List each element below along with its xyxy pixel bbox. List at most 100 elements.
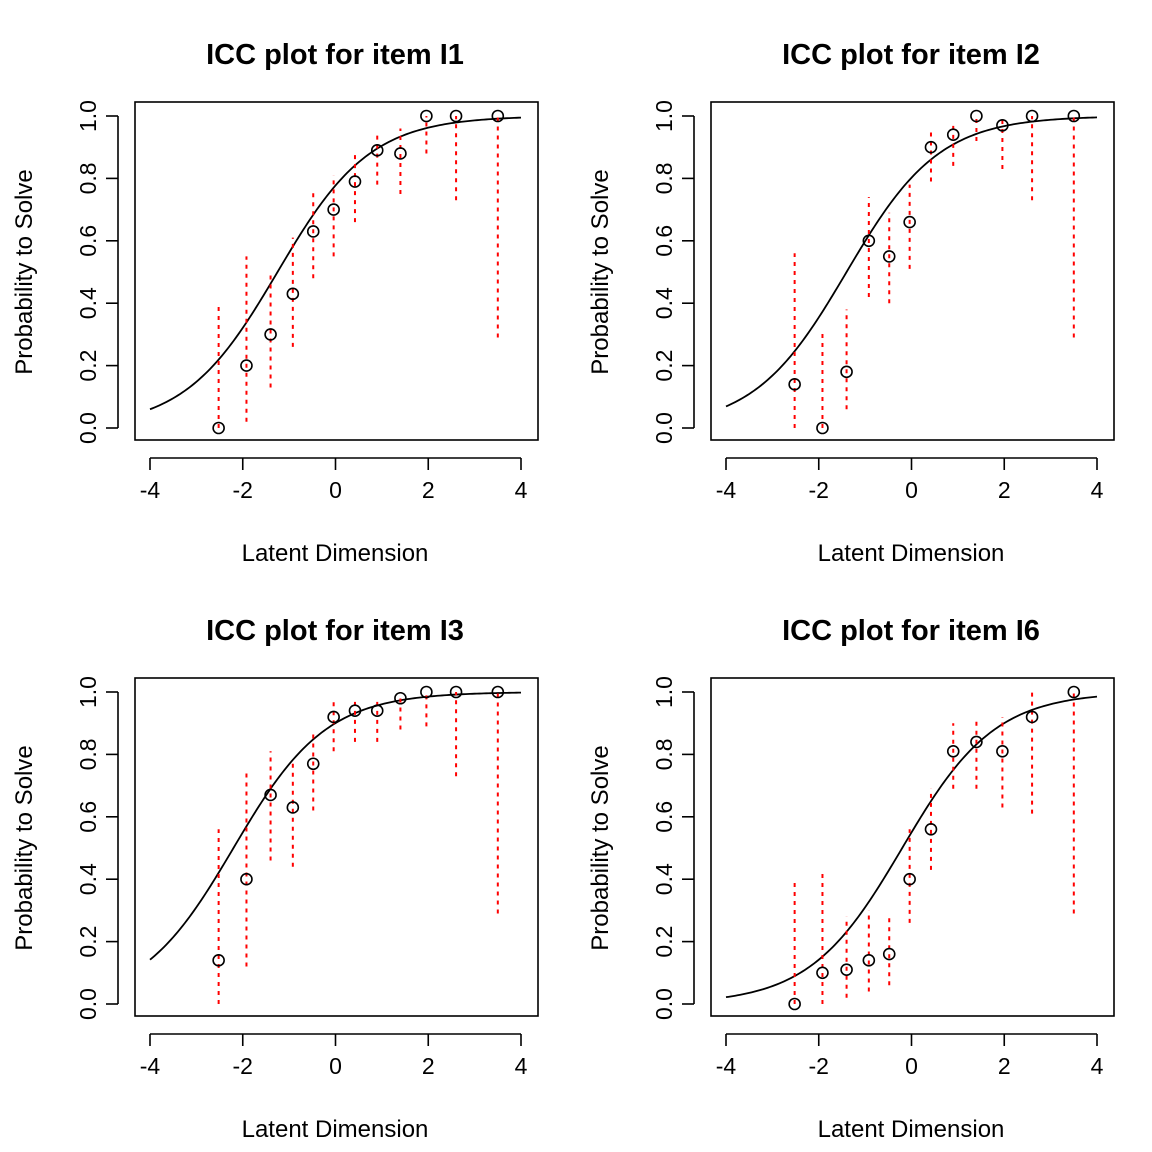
empirical-point — [394, 147, 407, 160]
x-axis-label: Latent Dimension — [242, 1116, 429, 1143]
empirical-point — [240, 359, 253, 372]
plot-frame — [134, 101, 539, 441]
empirical-point — [264, 328, 277, 341]
empirical-point — [240, 872, 253, 886]
y-axis-label: Probability to Solve — [587, 169, 614, 374]
empirical-point — [370, 704, 384, 718]
x-tick-label: 0 — [329, 1053, 342, 1079]
empirical-point — [306, 225, 320, 238]
x-tick-label: 2 — [422, 477, 435, 503]
empirical-point — [862, 234, 876, 248]
x-tick-label: 2 — [422, 1053, 435, 1079]
empirical-point — [394, 691, 407, 705]
empirical-point — [327, 203, 340, 216]
empirical-point — [449, 685, 463, 699]
x-tick-label: 2 — [998, 477, 1011, 503]
y-tick-label: 0.0 — [75, 412, 101, 444]
empirical-point — [286, 287, 300, 301]
y-axis-label: Probability to Solve — [587, 745, 614, 950]
chart-title: ICC plot for item I2 — [782, 39, 1040, 71]
icc-curve — [149, 116, 522, 411]
icc-panel-3: ICC plot for item I3 -4 -2 0 2 4 0.0 0.2 0.4 0.6 0… — [11, 615, 539, 1143]
empirical-point — [306, 757, 320, 771]
empirical-point — [816, 966, 829, 980]
chart-title: ICC plot for item I1 — [206, 39, 464, 71]
chart-title: ICC plot for item I3 — [206, 615, 464, 647]
empirical-point — [924, 822, 938, 836]
x-tick-label: 2 — [998, 1053, 1011, 1079]
icc-panel-4: ICC plot for item I6 -4 -2 0 2 4 0.0 0.2 0.4 0.6 0… — [587, 615, 1115, 1143]
x-tick-label: 4 — [1091, 1053, 1104, 1079]
y-tick-label: 0.8 — [651, 738, 677, 770]
x-tick-label: -2 — [809, 1053, 829, 1079]
y-tick-label: 1.0 — [651, 676, 677, 708]
empirical-point — [924, 140, 938, 154]
x-tick-label: 4 — [515, 1053, 528, 1079]
y-axis-label: Probability to Solve — [11, 745, 38, 950]
empirical-point — [816, 421, 829, 435]
y-tick-label: 0.2 — [651, 926, 677, 958]
x-tick-label: 4 — [1091, 477, 1104, 503]
empirical-point — [264, 788, 277, 802]
empirical-point — [286, 801, 300, 814]
plot-frame — [134, 677, 539, 1017]
x-tick-label: -2 — [233, 477, 253, 503]
empirical-point — [882, 250, 896, 263]
empirical-point — [788, 997, 801, 1011]
y-tick-label: 0.0 — [75, 988, 101, 1020]
icc-panel-1: ICC plot for item I1 -4 -2 0 2 4 0.0 0.2 0.4 0.6 0… — [11, 39, 539, 567]
empirical-point — [420, 685, 433, 699]
empirical-point — [946, 128, 960, 142]
y-tick-label: 0.6 — [75, 801, 101, 833]
empirical-point — [420, 109, 433, 123]
y-tick-label: 0.6 — [651, 801, 677, 833]
x-tick-label: 0 — [905, 1053, 918, 1079]
empirical-point — [840, 963, 853, 976]
empirical-point — [1025, 710, 1039, 724]
x-axis-label: Latent Dimension — [242, 540, 429, 567]
empirical-point — [212, 954, 225, 967]
y-tick-label: 0.0 — [651, 988, 677, 1020]
y-tick-label: 0.8 — [75, 738, 101, 770]
empirical-point — [1067, 685, 1081, 699]
x-tick-label: -2 — [233, 1053, 253, 1079]
y-axis-label: Probability to Solve — [11, 169, 38, 374]
x-tick-label: 4 — [515, 477, 528, 503]
empirical-point — [1025, 109, 1039, 123]
y-tick-label: 0.4 — [75, 287, 101, 319]
empirical-point — [882, 947, 896, 961]
icc-curve — [149, 691, 522, 961]
y-tick-label: 0.8 — [75, 162, 101, 194]
icc-panel-2: ICC plot for item I2 -4 -2 0 2 4 0.0 0.2 0.4 0.6 0… — [587, 39, 1115, 567]
y-tick-label: 1.0 — [75, 676, 101, 708]
empirical-point — [903, 872, 916, 886]
chart-title: ICC plot for item I6 — [782, 615, 1040, 647]
y-tick-label: 0.2 — [651, 350, 677, 382]
y-tick-label: 0.6 — [651, 225, 677, 257]
x-tick-label: -2 — [809, 477, 829, 503]
empirical-point — [1067, 109, 1081, 123]
empirical-point — [491, 109, 505, 123]
empirical-point — [996, 744, 1009, 758]
y-tick-label: 0.2 — [75, 350, 101, 382]
empirical-point — [348, 704, 362, 718]
empirical-point — [491, 685, 505, 699]
x-tick-label: -4 — [716, 477, 737, 503]
y-tick-label: 1.0 — [75, 100, 101, 132]
x-tick-label: -4 — [716, 1053, 737, 1079]
empirical-point — [370, 144, 384, 157]
y-tick-label: 0.0 — [651, 412, 677, 444]
empirical-point — [996, 119, 1009, 132]
empirical-point — [946, 744, 960, 758]
y-tick-label: 0.6 — [75, 225, 101, 257]
empirical-point — [212, 421, 225, 435]
y-tick-label: 0.8 — [651, 162, 677, 194]
empirical-point — [788, 378, 801, 391]
x-axis-label: Latent Dimension — [818, 540, 1005, 567]
empirical-point — [970, 735, 983, 749]
x-tick-label: 0 — [905, 477, 918, 503]
empirical-point — [327, 710, 340, 724]
y-tick-label: 0.4 — [651, 863, 677, 895]
